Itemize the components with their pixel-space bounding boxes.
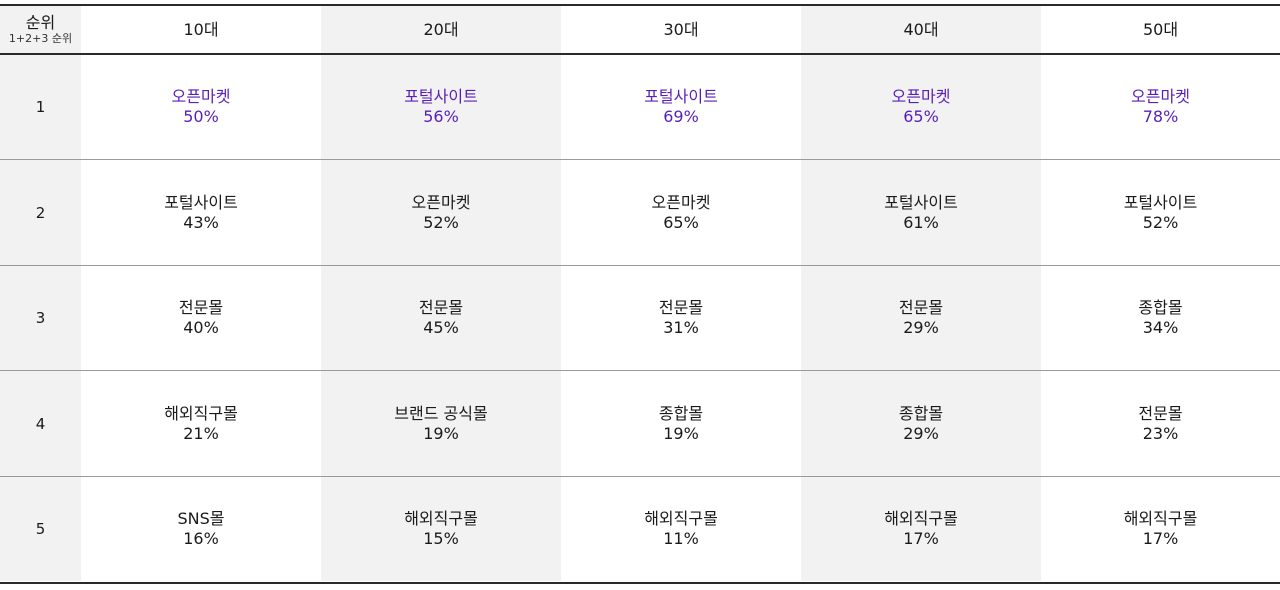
channel-percent: 56% xyxy=(423,107,459,126)
table-cell: 해외직구몰 21% xyxy=(81,371,321,477)
table-cell: 오픈마켓 50% xyxy=(81,55,321,160)
table-cell: 해외직구몰 15% xyxy=(321,477,561,581)
channel-name: 오픈마켓 xyxy=(411,192,471,212)
channel-percent: 31% xyxy=(663,318,699,337)
channel-percent: 43% xyxy=(183,212,219,232)
table-cell: 해외직구몰 17% xyxy=(801,477,1041,581)
channel-percent: 17% xyxy=(1142,529,1179,548)
channel-percent: 50% xyxy=(183,107,219,126)
ranking-grid: 순위 1+2+3 순위 10대 20대 30대 40대 50대 1 오픈마켓 50… xyxy=(0,6,1280,582)
table-cell: 포털사이트 56% xyxy=(321,55,561,160)
channel-name: 전문몰 xyxy=(178,298,224,317)
age-header-20s: 20대 xyxy=(321,6,561,55)
channel-percent: 78% xyxy=(1142,107,1179,126)
channel-percent: 19% xyxy=(663,423,699,443)
channel-name: 포털사이트 xyxy=(1123,192,1198,212)
channel-percent: 19% xyxy=(423,423,459,443)
rank-cell: 4 xyxy=(0,371,81,477)
table-cell: 전문몰 23% xyxy=(1041,371,1280,477)
age-header-30s: 30대 xyxy=(561,6,801,55)
channel-name: 종합몰 xyxy=(898,403,944,423)
channel-percent: 17% xyxy=(903,529,939,548)
table-cell: 종합몰 34% xyxy=(1041,266,1280,371)
channel-name: 해외직구몰 xyxy=(164,403,238,423)
channel-name: 해외직구몰 xyxy=(884,509,958,528)
channel-name: 전문몰 xyxy=(658,298,704,317)
channel-percent: 34% xyxy=(1142,318,1179,337)
channel-percent: 29% xyxy=(903,318,939,337)
channel-percent: 52% xyxy=(1142,212,1179,232)
channel-percent: 69% xyxy=(663,107,699,126)
table-cell: 브랜드 공식몰 19% xyxy=(321,371,561,477)
channel-percent: 29% xyxy=(903,423,939,443)
channel-name: 포털사이트 xyxy=(164,192,238,212)
channel-name: 해외직구몰 xyxy=(1123,509,1198,528)
table-cell: 포털사이트 61% xyxy=(801,160,1041,266)
channel-name: 종합몰 xyxy=(1138,298,1183,317)
rank-header-subtitle: 1+2+3 순위 xyxy=(8,32,73,45)
channel-name: 브랜드 공식몰 xyxy=(394,403,488,423)
channel-percent: 45% xyxy=(423,318,459,337)
channel-percent: 11% xyxy=(663,529,699,548)
channel-name: 전문몰 xyxy=(418,298,464,317)
channel-percent: 61% xyxy=(903,212,939,232)
table-cell: 포털사이트 52% xyxy=(1041,160,1280,266)
channel-name: 오픈마켓 xyxy=(891,87,951,106)
table-cell: 해외직구몰 11% xyxy=(561,477,801,581)
age-header-10s: 10대 xyxy=(81,6,321,55)
channel-percent: 21% xyxy=(183,423,219,443)
channel-name: 전문몰 xyxy=(1138,403,1183,423)
table-cell: 전문몰 40% xyxy=(81,266,321,371)
age-header-40s: 40대 xyxy=(801,6,1041,55)
channel-percent: 16% xyxy=(183,529,219,548)
table-cell: 포털사이트 43% xyxy=(81,160,321,266)
channel-name: 오픈마켓 xyxy=(1131,87,1190,106)
table-cell: 오픈마켓 65% xyxy=(561,160,801,266)
channel-name: 오픈마켓 xyxy=(651,192,711,212)
channel-percent: 15% xyxy=(423,529,459,548)
table-cell: 오픈마켓 78% xyxy=(1041,55,1280,160)
table-cell: 포털사이트 69% xyxy=(561,55,801,160)
channel-name: 종합몰 xyxy=(658,403,704,423)
channel-name: 포털사이트 xyxy=(644,87,718,106)
channel-percent: 52% xyxy=(423,212,459,232)
rank-header-title: 순위 xyxy=(25,13,56,32)
table-cell: 종합몰 29% xyxy=(801,371,1041,477)
channel-percent: 40% xyxy=(183,318,219,337)
channel-percent: 23% xyxy=(1142,423,1179,443)
age-header-50s: 50대 xyxy=(1041,6,1280,55)
rank-cell: 5 xyxy=(0,477,81,581)
table-cell: 전문몰 45% xyxy=(321,266,561,371)
channel-name: 포털사이트 xyxy=(884,192,958,212)
table-cell: SNS몰 16% xyxy=(81,477,321,581)
table-cell: 종합몰 19% xyxy=(561,371,801,477)
channel-name: 오픈마켓 xyxy=(171,87,231,106)
table-cell: 오픈마켓 52% xyxy=(321,160,561,266)
table-cell: 전문몰 31% xyxy=(561,266,801,371)
channel-percent: 65% xyxy=(663,212,699,232)
channel-name: 해외직구몰 xyxy=(404,509,478,528)
rank-header: 순위 1+2+3 순위 xyxy=(0,6,81,55)
rank-cell: 1 xyxy=(0,55,81,160)
channel-name: SNS몰 xyxy=(177,509,225,528)
ranking-table: 순위 1+2+3 순위 10대 20대 30대 40대 50대 1 오픈마켓 50… xyxy=(0,4,1280,584)
table-cell: 해외직구몰 17% xyxy=(1041,477,1280,581)
rank-cell: 2 xyxy=(0,160,81,266)
channel-name: 전문몰 xyxy=(898,298,944,317)
rank-cell: 3 xyxy=(0,266,81,371)
channel-name: 해외직구몰 xyxy=(644,509,718,528)
channel-percent: 65% xyxy=(903,107,939,126)
table-cell: 전문몰 29% xyxy=(801,266,1041,371)
channel-name: 포털사이트 xyxy=(404,87,478,106)
table-cell: 오픈마켓 65% xyxy=(801,55,1041,160)
